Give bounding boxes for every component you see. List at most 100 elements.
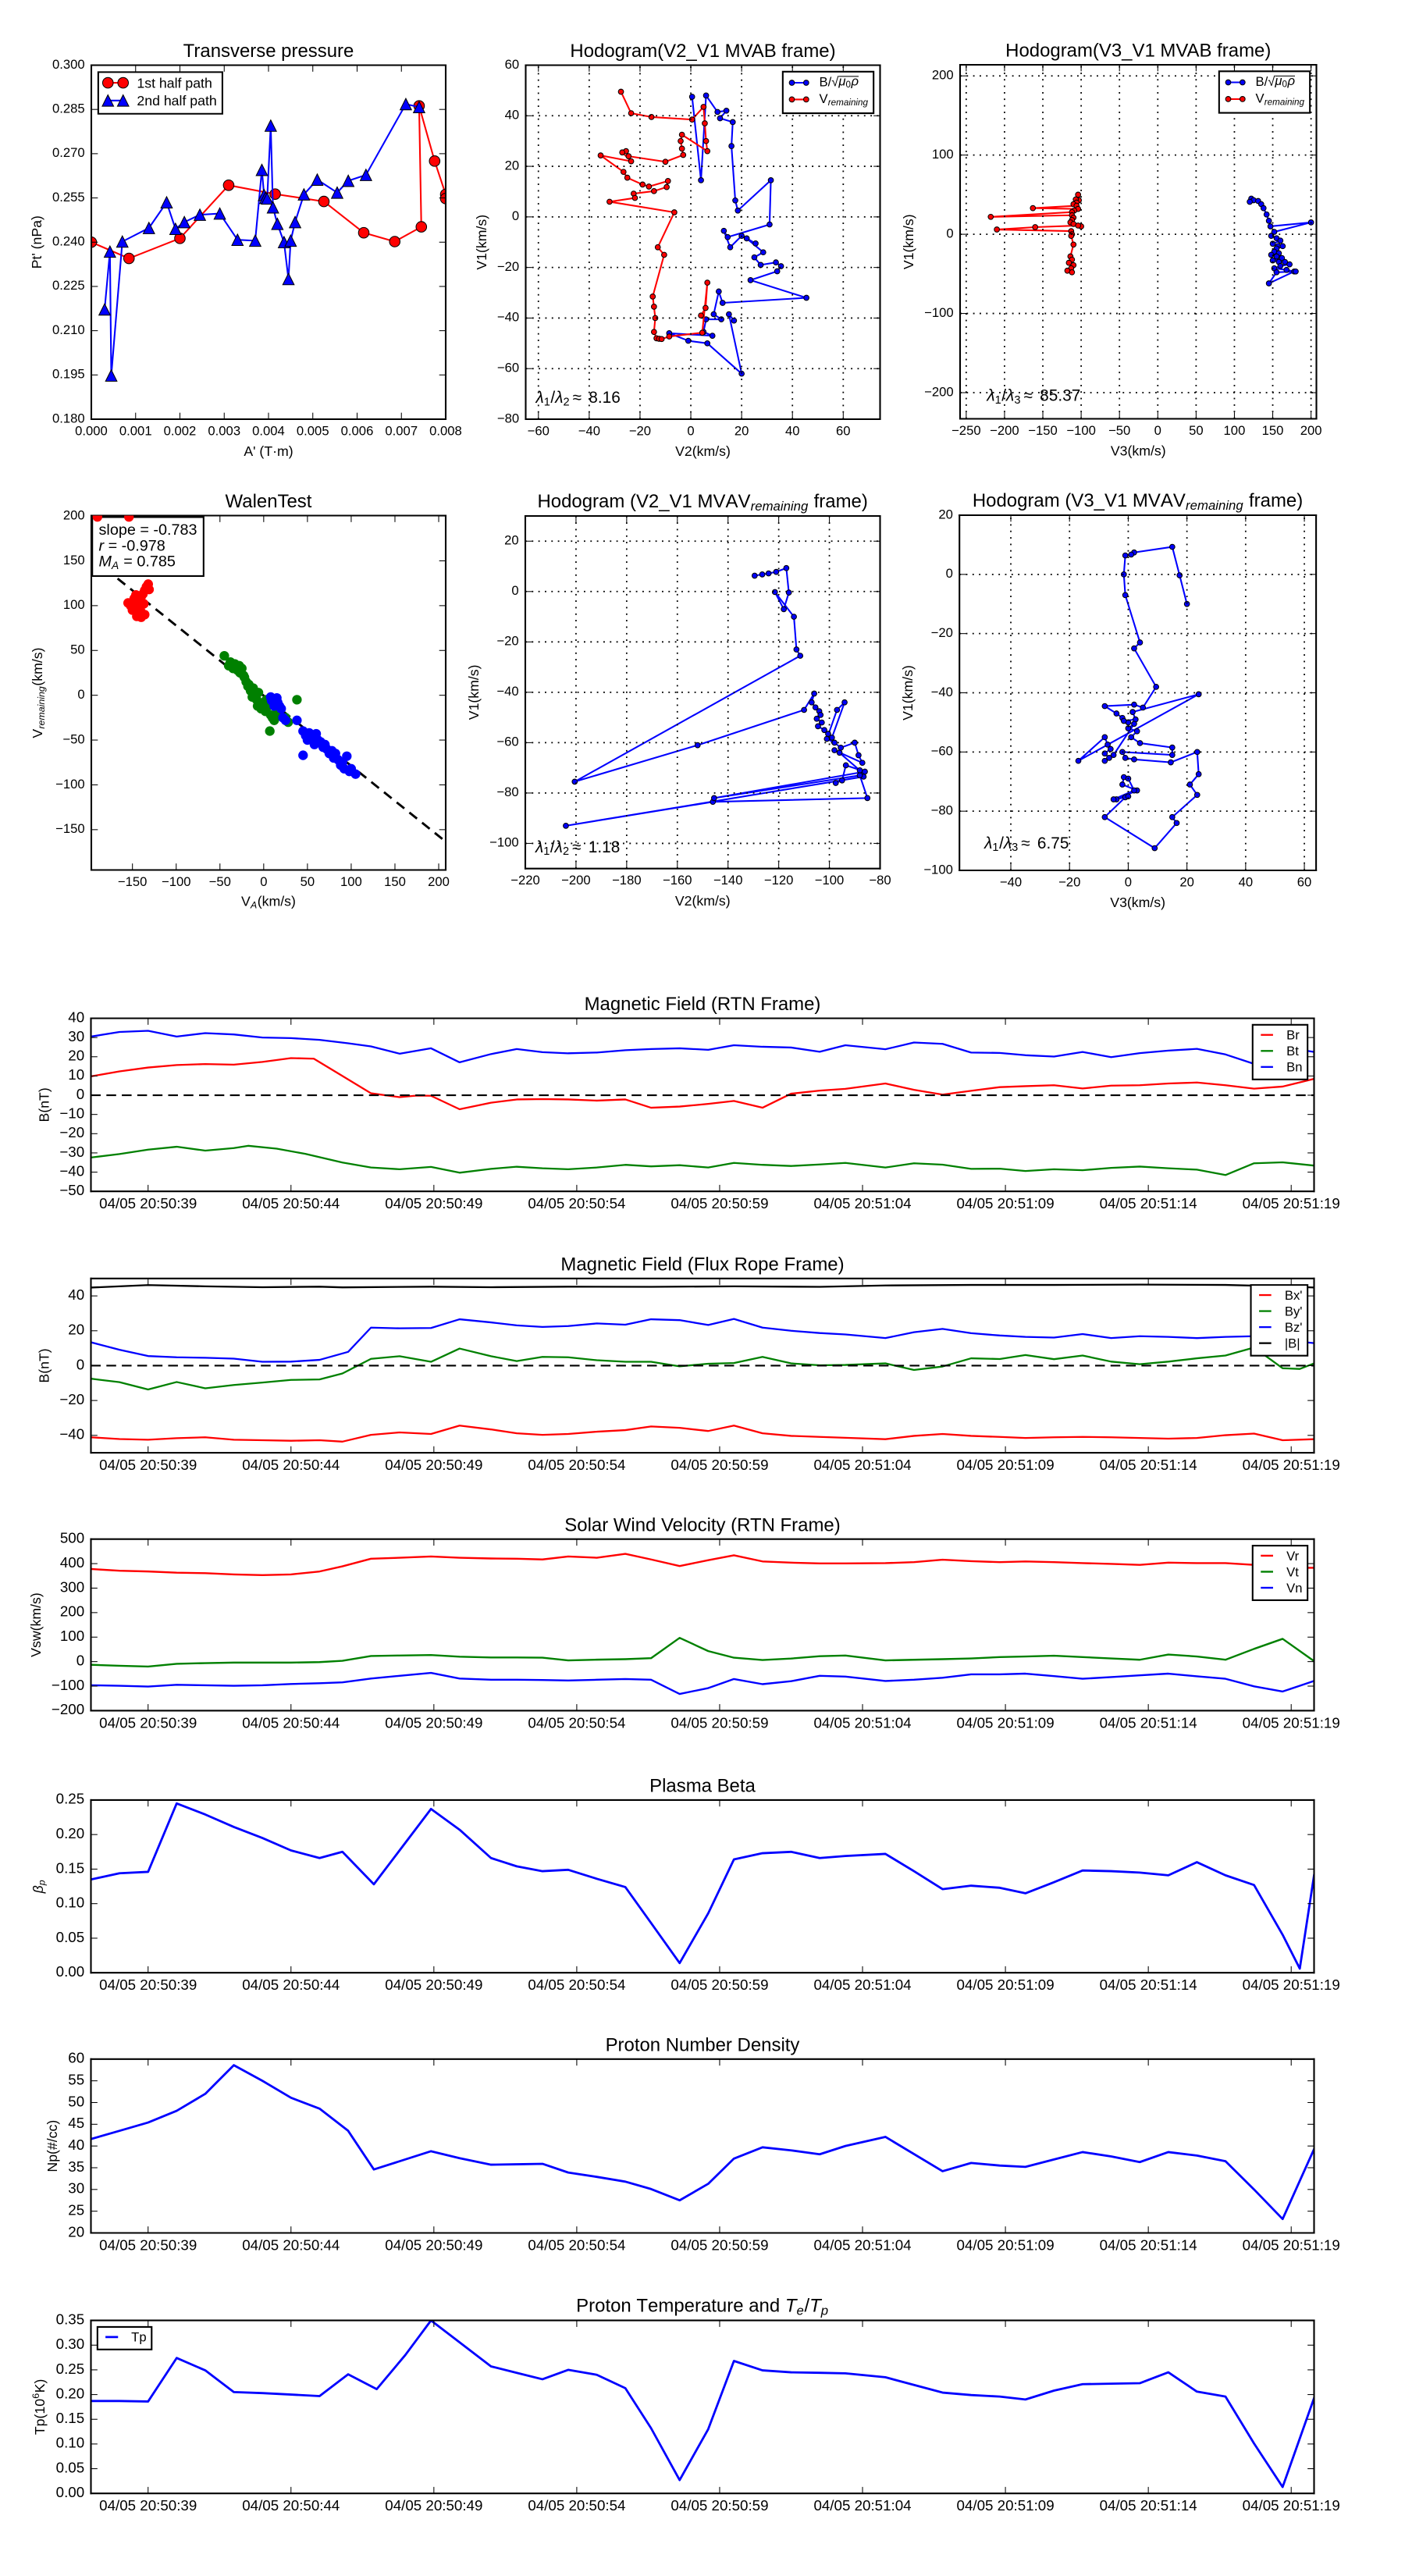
svg-text:0.35: 0.35 (56, 2311, 85, 2327)
svg-text:Vr: Vr (1286, 1549, 1299, 1564)
svg-text:04/05 20:50:44: 04/05 20:50:44 (242, 2236, 340, 2253)
svg-text:−20: −20 (931, 625, 953, 640)
svg-text:H o d o: H o d o g r a m ( V 2 _ V 1 M V A V f r … (537, 485, 874, 517)
svg-text:20: 20 (1179, 874, 1194, 889)
svg-text:40: 40 (68, 1286, 84, 1303)
svg-text:0: 0 (77, 687, 84, 702)
svg-text:−200: −200 (561, 873, 591, 888)
svg-text:λ λ 1 3: λ λ 1 3 / ≈ 6 . 7 5 (984, 826, 1069, 857)
svg-text:WalenTest: WalenTest (226, 491, 312, 512)
svg-text:04/05 20:51:09: 04/05 20:51:09 (957, 2497, 1055, 2514)
svg-text:−200: −200 (990, 423, 1019, 438)
svg-text:Pt' (nPa): Pt' (nPa) (29, 215, 44, 269)
svg-text:04/05 20:50:54: 04/05 20:50:54 (528, 1195, 625, 1212)
svg-text:−80: −80 (869, 873, 891, 888)
svg-text:04/05 20:50:59: 04/05 20:50:59 (670, 2497, 768, 2514)
svg-text:04/05 20:51:04: 04/05 20:51:04 (813, 2236, 911, 2253)
svg-text:150: 150 (1262, 423, 1284, 438)
svg-text:04/05 20:50:44: 04/05 20:50:44 (242, 1457, 340, 1473)
svg-text:04/05 20:50:54: 04/05 20:50:54 (528, 1714, 625, 1731)
svg-text:150: 150 (63, 553, 85, 568)
svg-text:Transverse pressure: Transverse pressure (183, 41, 354, 62)
svg-text:04/05 20:50:59: 04/05 20:50:59 (670, 2236, 768, 2253)
svg-text:04/05 20:51:09: 04/05 20:51:09 (957, 1457, 1055, 1473)
svg-text:0.210: 0.210 (52, 322, 85, 337)
svg-text:Bz': Bz' (1285, 1320, 1303, 1335)
svg-text:−150: −150 (55, 821, 85, 836)
svg-text:40: 40 (68, 1009, 84, 1025)
svg-text:−200: −200 (52, 1701, 84, 1717)
svg-text:−80: −80 (931, 802, 953, 817)
svg-text:04/05 20:50:59: 04/05 20:50:59 (670, 1714, 768, 1731)
svg-text:Br: Br (1286, 1028, 1300, 1043)
svg-text:−10: −10 (59, 1105, 84, 1122)
svg-text:04/05 20:50:49: 04/05 20:50:49 (385, 1195, 482, 1212)
svg-text:−220: −220 (510, 873, 540, 888)
svg-text:Bn: Bn (1286, 1060, 1302, 1075)
svg-text:Np(#/cc): Np(#/cc) (44, 2120, 60, 2172)
svg-text:−20: −20 (629, 423, 651, 438)
svg-text:100: 100 (1224, 423, 1246, 438)
svg-text:04/05 20:51:04: 04/05 20:51:04 (813, 1195, 911, 1212)
svg-text:30: 30 (68, 2180, 84, 2197)
svg-text:04/05 20:50:39: 04/05 20:50:39 (99, 1714, 197, 1731)
svg-text:10: 10 (68, 1066, 84, 1083)
svg-text:0.285: 0.285 (52, 101, 85, 116)
svg-text:04/05 20:51:09: 04/05 20:51:09 (957, 1195, 1055, 1212)
svg-text:04/05 20:50:49: 04/05 20:50:49 (385, 1457, 482, 1473)
svg-text:By': By' (1285, 1304, 1303, 1318)
svg-text:0.30: 0.30 (56, 2336, 85, 2352)
svg-text:Vn: Vn (1286, 1581, 1302, 1596)
svg-text:B / √ μ: B / √ μ ρ 0 (1256, 62, 1302, 92)
svg-text:20: 20 (505, 158, 520, 173)
svg-text:04/05 20:51:04: 04/05 20:51:04 (813, 1457, 911, 1473)
svg-text:0.20: 0.20 (56, 2385, 85, 2401)
svg-text:0.006: 0.006 (341, 423, 374, 438)
svg-text:200: 200 (932, 68, 954, 83)
svg-text:55: 55 (68, 2071, 84, 2087)
svg-text:04/05 20:51:19: 04/05 20:51:19 (1243, 1457, 1340, 1473)
svg-text:−100: −100 (923, 862, 953, 877)
svg-text:20: 20 (938, 507, 953, 521)
svg-text:04/05 20:50:59: 04/05 20:50:59 (670, 1976, 768, 1993)
svg-text:|B|: |B| (1285, 1336, 1300, 1350)
svg-text:04/05 20:50:49: 04/05 20:50:49 (385, 1714, 482, 1731)
svg-text:0.000: 0.000 (75, 423, 108, 438)
svg-text:20: 20 (735, 423, 749, 438)
svg-text:60: 60 (68, 2050, 84, 2066)
svg-text:Magnetic Field (Flux Rope Fram: Magnetic Field (Flux Rope Frame) (560, 1254, 844, 1275)
svg-text:Vsw(km/s): Vsw(km/s) (28, 1592, 44, 1657)
svg-text:04/05 20:50:39: 04/05 20:50:39 (99, 2497, 197, 2514)
svg-text:0: 0 (511, 583, 518, 598)
svg-text:B(nT): B(nT) (36, 1348, 52, 1382)
svg-text:−40: −40 (496, 684, 518, 699)
svg-text:−50: −50 (62, 731, 84, 746)
svg-text:Hodogram(V2_V1 MVAB frame): Hodogram(V2_V1 MVAB frame) (570, 41, 835, 62)
svg-text:0: 0 (1154, 423, 1161, 438)
svg-text:H o d o: H o d o g r a m ( V 3 _ V 1 M V A V f r … (973, 484, 1310, 516)
svg-text:0.004: 0.004 (252, 423, 285, 438)
svg-text:−80: −80 (496, 785, 518, 799)
svg-text:λ λ 1 2: λ λ 1 2 / ≈ 8 . 1 6 (535, 380, 621, 411)
svg-text:r =: r = - 0 . 9 7 8 (99, 528, 165, 557)
svg-text:0.270: 0.270 (52, 145, 85, 160)
svg-text:04/05 20:51:19: 04/05 20:51:19 (1243, 1976, 1340, 1993)
svg-text:04/05 20:50:54: 04/05 20:50:54 (528, 2497, 625, 2514)
svg-text:04/05 20:51:14: 04/05 20:51:14 (1100, 1976, 1197, 1993)
svg-text:25: 25 (68, 2202, 84, 2218)
svg-text:0.10: 0.10 (56, 2435, 85, 2451)
svg-text:50: 50 (68, 2093, 84, 2109)
svg-text:200: 200 (428, 874, 450, 889)
svg-text:V ( k m: V ( k m / s ) r e m a i n i n g (20, 641, 51, 738)
svg-text:0.15: 0.15 (56, 2410, 85, 2426)
svg-text:−60: −60 (496, 735, 518, 749)
svg-text:04/05 20:51:14: 04/05 20:51:14 (1100, 2497, 1197, 2514)
svg-text:Solar Wind Velocity (RTN Frame: Solar Wind Velocity (RTN Frame) (564, 1514, 840, 1535)
svg-text:−50: −50 (209, 874, 231, 889)
svg-text:0: 0 (1125, 874, 1132, 889)
svg-text:04/05 20:51:14: 04/05 20:51:14 (1100, 1195, 1197, 1212)
svg-text:04/05 20:51:19: 04/05 20:51:19 (1243, 1195, 1340, 1212)
svg-text:2nd half path: 2nd half path (137, 93, 216, 109)
svg-text:1st half path: 1st half path (137, 75, 212, 91)
svg-text:−20: −20 (1058, 874, 1080, 889)
